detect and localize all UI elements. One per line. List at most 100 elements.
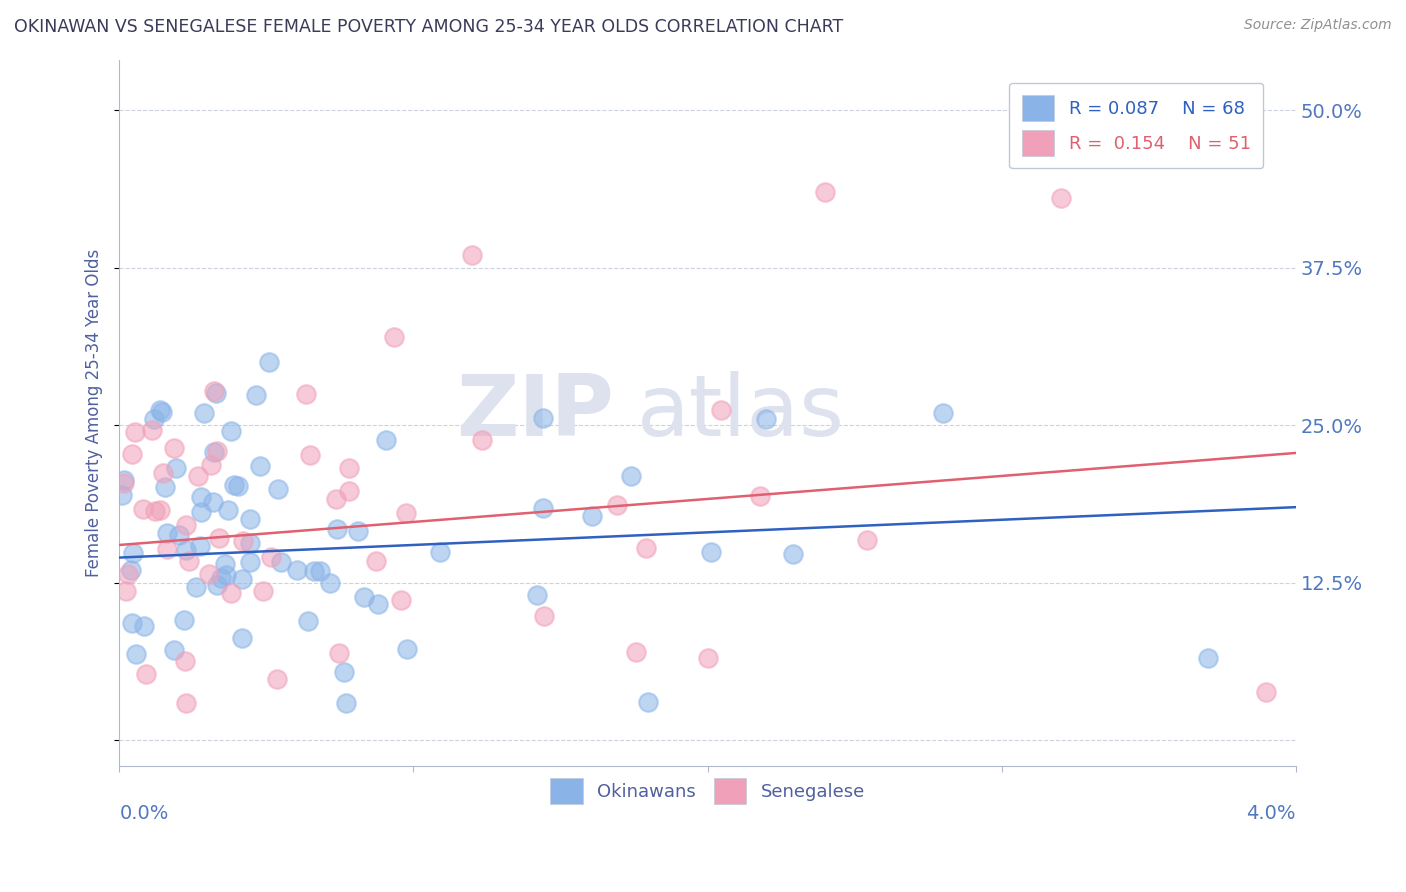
Text: 4.0%: 4.0% bbox=[1246, 805, 1296, 823]
Point bbox=[121, 616, 143, 631]
Point bbox=[205, 386, 228, 401]
Point bbox=[526, 588, 548, 602]
Point bbox=[1256, 685, 1278, 699]
Point bbox=[1197, 651, 1219, 665]
Point bbox=[174, 542, 197, 557]
Point bbox=[239, 536, 262, 550]
Point bbox=[150, 405, 173, 419]
Point bbox=[135, 666, 157, 681]
Point bbox=[533, 609, 555, 624]
Point bbox=[755, 412, 778, 426]
Point bbox=[193, 406, 215, 420]
Point bbox=[581, 508, 603, 523]
Point bbox=[259, 355, 281, 369]
Point bbox=[219, 424, 242, 438]
Point bbox=[267, 482, 290, 496]
Point bbox=[190, 505, 212, 519]
Point bbox=[114, 584, 136, 599]
Point bbox=[231, 572, 253, 586]
Point bbox=[328, 647, 350, 661]
Point bbox=[141, 423, 163, 437]
Point bbox=[152, 466, 174, 480]
Point bbox=[249, 458, 271, 473]
Point bbox=[932, 406, 955, 420]
Point bbox=[471, 433, 494, 447]
Point bbox=[364, 554, 387, 568]
Point bbox=[335, 696, 357, 710]
Point bbox=[252, 584, 274, 599]
Point bbox=[231, 631, 253, 645]
Point bbox=[395, 642, 418, 657]
Point bbox=[294, 387, 316, 401]
Text: Source: ZipAtlas.com: Source: ZipAtlas.com bbox=[1244, 18, 1392, 32]
Point bbox=[285, 563, 308, 577]
Point bbox=[149, 403, 172, 417]
Point bbox=[209, 570, 232, 584]
Point bbox=[309, 565, 332, 579]
Point bbox=[163, 643, 186, 657]
Point bbox=[155, 480, 177, 494]
Point bbox=[200, 458, 222, 473]
Point bbox=[297, 614, 319, 628]
Point bbox=[245, 388, 267, 402]
Point bbox=[174, 696, 197, 710]
Point bbox=[149, 502, 172, 516]
Point bbox=[239, 511, 262, 525]
Point bbox=[325, 491, 347, 506]
Point bbox=[346, 524, 368, 538]
Text: atlas: atlas bbox=[637, 371, 845, 454]
Point bbox=[143, 504, 166, 518]
Point bbox=[155, 526, 177, 541]
Y-axis label: Female Poverty Among 25-34 Year Olds: Female Poverty Among 25-34 Year Olds bbox=[86, 249, 103, 577]
Point bbox=[167, 528, 190, 542]
Point bbox=[375, 433, 398, 447]
Point bbox=[134, 619, 156, 633]
Point bbox=[814, 185, 837, 199]
Point bbox=[202, 495, 225, 509]
Point bbox=[215, 568, 238, 582]
Point bbox=[748, 489, 770, 503]
Point bbox=[174, 517, 197, 532]
Point bbox=[205, 443, 228, 458]
Point bbox=[117, 566, 139, 581]
Point bbox=[696, 651, 718, 665]
Point bbox=[710, 402, 733, 417]
Point bbox=[214, 557, 236, 571]
Point bbox=[624, 645, 647, 659]
Legend: R = 0.087    N = 68, R =  0.154    N = 51: R = 0.087 N = 68, R = 0.154 N = 51 bbox=[1010, 83, 1264, 169]
Point bbox=[173, 613, 195, 627]
Point bbox=[531, 501, 554, 516]
Point bbox=[232, 534, 254, 549]
Point bbox=[187, 469, 209, 483]
Point bbox=[298, 448, 321, 462]
Point bbox=[121, 447, 143, 461]
Point bbox=[177, 554, 200, 568]
Point bbox=[207, 578, 229, 592]
Point bbox=[190, 490, 212, 504]
Point bbox=[120, 563, 142, 577]
Point bbox=[1049, 191, 1071, 205]
Point bbox=[217, 503, 239, 517]
Point bbox=[337, 460, 360, 475]
Point bbox=[270, 555, 292, 569]
Point bbox=[389, 593, 412, 607]
Point bbox=[606, 498, 628, 512]
Point bbox=[855, 533, 877, 547]
Point bbox=[637, 695, 659, 709]
Point bbox=[222, 478, 245, 492]
Point bbox=[165, 461, 187, 475]
Point bbox=[326, 522, 349, 536]
Point bbox=[782, 547, 804, 561]
Text: OKINAWAN VS SENEGALESE FEMALE POVERTY AMONG 25-34 YEAR OLDS CORRELATION CHART: OKINAWAN VS SENEGALESE FEMALE POVERTY AM… bbox=[14, 18, 844, 36]
Point bbox=[207, 531, 229, 545]
Point bbox=[173, 655, 195, 669]
Point bbox=[143, 412, 166, 426]
Point bbox=[353, 590, 375, 604]
Point bbox=[156, 541, 179, 556]
Point bbox=[266, 673, 288, 687]
Point bbox=[202, 384, 225, 398]
Point bbox=[533, 411, 555, 425]
Point bbox=[367, 598, 389, 612]
Text: ZIP: ZIP bbox=[456, 371, 613, 454]
Point bbox=[239, 555, 262, 569]
